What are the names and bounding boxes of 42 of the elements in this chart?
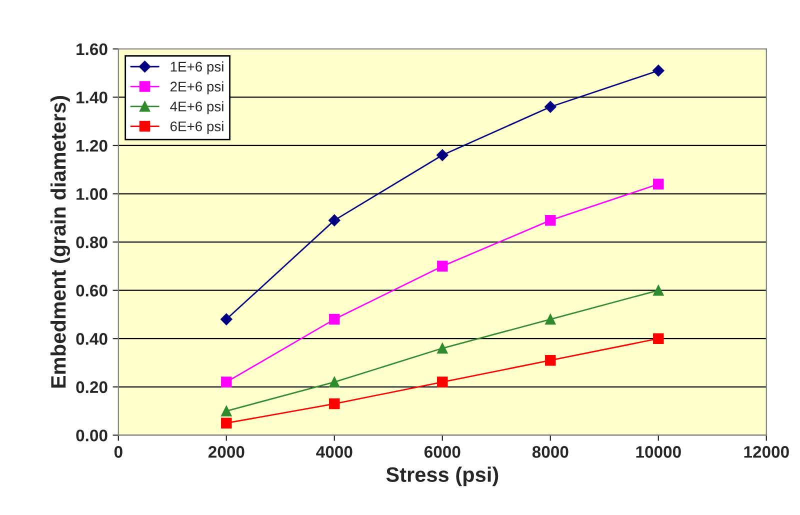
x-tick-label: 4000 (316, 446, 352, 458)
legend-label: 4E+6 psi (170, 101, 224, 114)
x-tick-label: 12000 (744, 446, 789, 458)
point (220, 313, 232, 326)
x-tick-label: 8000 (532, 446, 568, 458)
legend-label: 1E+6 psi (170, 61, 224, 74)
point (329, 376, 340, 388)
point (221, 376, 232, 388)
point (653, 333, 664, 344)
point (328, 214, 340, 226)
x-tick-label: 0 (114, 446, 122, 458)
y-tick-label: 1.60 (76, 43, 108, 56)
point (329, 314, 340, 325)
y-tick-label: 0.40 (76, 333, 108, 345)
x-tick-label: 10000 (636, 446, 681, 458)
x-tick-label: 2000 (208, 446, 244, 458)
point (437, 342, 448, 354)
legend-label: 2E+6 psi (170, 81, 224, 94)
point (221, 406, 232, 416)
point (545, 214, 556, 226)
y-tick-label: 1.20 (76, 140, 108, 152)
y-tick-label: 1.40 (76, 92, 108, 104)
y-axis-title: Embedment (grain diameters) (50, 96, 70, 388)
x-tick-label: 6000 (424, 446, 460, 458)
y-tick-label: 0.20 (76, 381, 108, 394)
y-tick-label: 0.00 (76, 430, 108, 442)
point (653, 284, 664, 296)
y-tick-label: 0.60 (76, 284, 108, 297)
x-axis-title: Stress (psi) (386, 466, 498, 486)
point (652, 64, 664, 77)
point (437, 376, 448, 388)
point (653, 178, 664, 190)
point (545, 354, 556, 366)
y-tick-label: 1.00 (76, 188, 108, 200)
point (437, 260, 448, 272)
point (221, 418, 232, 428)
point (544, 100, 556, 113)
legend-label: 6E+6 psi (170, 121, 224, 134)
point (545, 314, 556, 325)
point (329, 398, 340, 410)
y-tick-label: 0.80 (76, 236, 108, 248)
point (436, 149, 448, 162)
